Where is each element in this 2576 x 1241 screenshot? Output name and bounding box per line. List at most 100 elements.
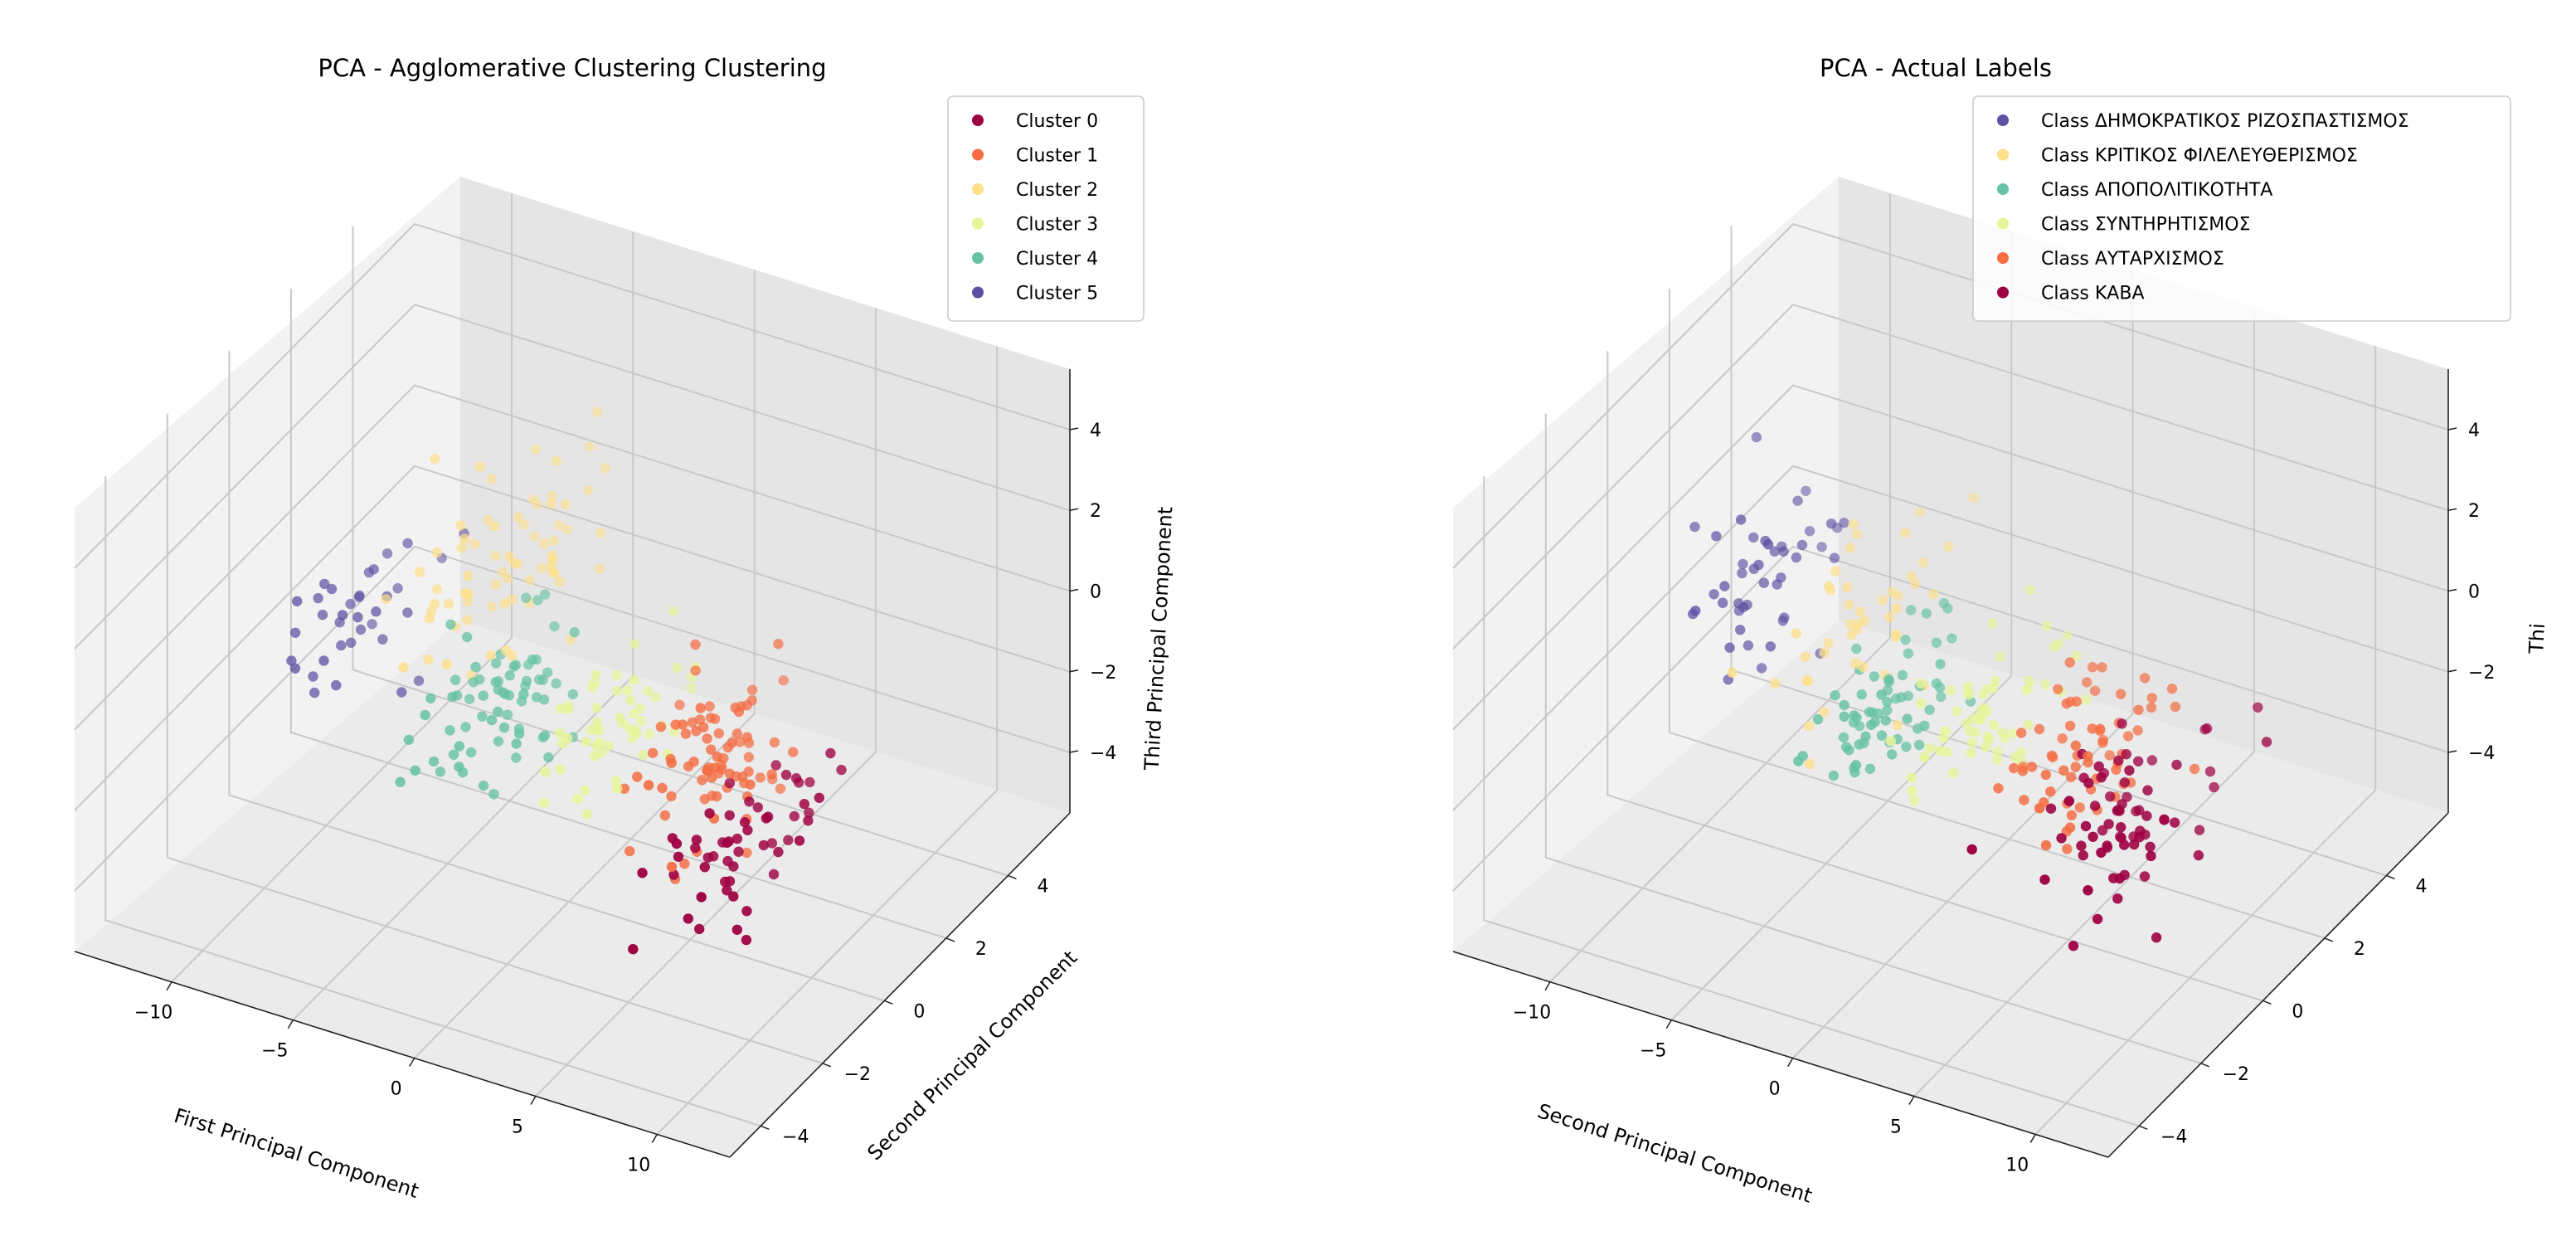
data-point <box>694 923 705 935</box>
legend-marker <box>972 252 984 264</box>
y-tick-label: −4 <box>2160 1127 2187 1147</box>
data-point <box>724 768 736 779</box>
y-tick-mark <box>822 1063 832 1068</box>
data-point <box>469 538 480 550</box>
data-point <box>2121 749 2131 760</box>
data-point <box>2104 750 2115 761</box>
y-tick-label: 4 <box>2415 876 2427 897</box>
data-point <box>1924 742 1936 754</box>
data-point <box>392 583 403 594</box>
data-point <box>431 584 443 595</box>
legend: Cluster 0 Cluster 1 Cluster 2 Cluster 3 Clus… <box>947 95 1145 322</box>
data-point <box>527 654 538 665</box>
data-point <box>836 764 847 776</box>
data-point <box>377 634 388 645</box>
data-point <box>462 596 473 607</box>
data-point <box>1917 557 1929 568</box>
data-point <box>567 689 578 700</box>
data-point <box>1864 763 1876 774</box>
data-point <box>637 868 648 878</box>
data-point <box>713 728 724 739</box>
data-point <box>456 543 467 553</box>
data-point <box>619 783 629 794</box>
tick-labels: −10 −5 0 5 10 −4 −2 0 2 4 −4 −2 0 2 4 <box>1513 421 2496 1175</box>
data-point <box>425 693 436 703</box>
grid-lines <box>74 193 1071 1136</box>
data-point <box>1931 678 1942 689</box>
data-point <box>435 766 446 777</box>
data-point <box>734 737 746 747</box>
z-tick-label: 4 <box>1090 421 1101 441</box>
data-point <box>1884 611 1895 622</box>
data-point <box>1735 514 1747 525</box>
data-point <box>702 766 713 776</box>
data-point <box>1758 577 1769 588</box>
data-point <box>518 689 529 700</box>
data-point <box>644 728 655 740</box>
data-point <box>752 802 763 813</box>
legend-label: Cluster 2 <box>1016 180 1098 201</box>
x-tick-mark <box>1544 981 1551 991</box>
z-tick-mark <box>1069 750 1079 753</box>
data-point <box>1951 706 1962 717</box>
data-point <box>2057 733 2068 744</box>
data-point <box>493 706 503 718</box>
data-point <box>668 869 679 880</box>
y-tick-label: 0 <box>913 1001 925 1022</box>
data-point <box>402 607 413 618</box>
data-point <box>1916 698 1927 709</box>
z-tick-mark <box>2447 427 2457 431</box>
data-point <box>722 885 732 896</box>
grid-line-x <box>1913 308 2255 1097</box>
data-point <box>737 771 748 782</box>
data-point <box>1981 741 1991 752</box>
data-point <box>2146 755 2158 766</box>
data-point <box>1779 612 1790 623</box>
z-tick-label: −2 <box>1090 663 1116 684</box>
data-point <box>2171 759 2182 771</box>
data-point <box>628 944 639 955</box>
data-point <box>2145 841 2156 852</box>
data-point <box>2017 766 2029 776</box>
legend-label: Cluster 1 <box>1016 146 1098 167</box>
data-point <box>625 695 636 706</box>
x-tick-mark <box>1786 1058 1794 1067</box>
data-point <box>728 861 739 872</box>
data-point <box>1908 796 1920 806</box>
data-point <box>1996 728 2008 738</box>
data-point <box>569 627 580 638</box>
data-point <box>589 678 600 689</box>
legend-marker <box>1997 252 2009 264</box>
grid-line-x <box>1549 193 1891 983</box>
data-point <box>2083 751 2093 762</box>
x-tick-mark <box>287 1020 294 1029</box>
y-tick-mark <box>2138 1125 2148 1130</box>
data-point <box>683 913 693 924</box>
data-point <box>695 703 706 713</box>
data-point <box>1995 651 2005 662</box>
data-point <box>2189 763 2200 775</box>
data-point <box>2021 684 2032 696</box>
grid-line-y <box>1606 351 2263 1002</box>
data-point <box>775 783 786 794</box>
data-point <box>2096 847 2107 858</box>
y-tick-label: −2 <box>844 1064 871 1085</box>
data-point <box>731 924 742 936</box>
legend-label: Class ΑΥΤΑΡΧΙΣΜΟΣ <box>2041 249 2224 270</box>
data-point <box>2103 819 2114 830</box>
data-point <box>539 730 551 741</box>
data-point <box>464 694 475 704</box>
data-point <box>615 713 625 723</box>
data-point <box>1966 737 1978 748</box>
data-point <box>612 783 623 794</box>
data-point <box>540 766 551 777</box>
data-point <box>739 817 751 828</box>
data-point <box>1851 643 1862 655</box>
data-point <box>429 599 440 610</box>
data-point <box>1913 739 1925 751</box>
data-point <box>2089 685 2101 696</box>
data-point <box>625 845 635 857</box>
data-point <box>600 463 610 474</box>
legend-marker <box>972 286 984 299</box>
data-point <box>1993 783 2004 794</box>
